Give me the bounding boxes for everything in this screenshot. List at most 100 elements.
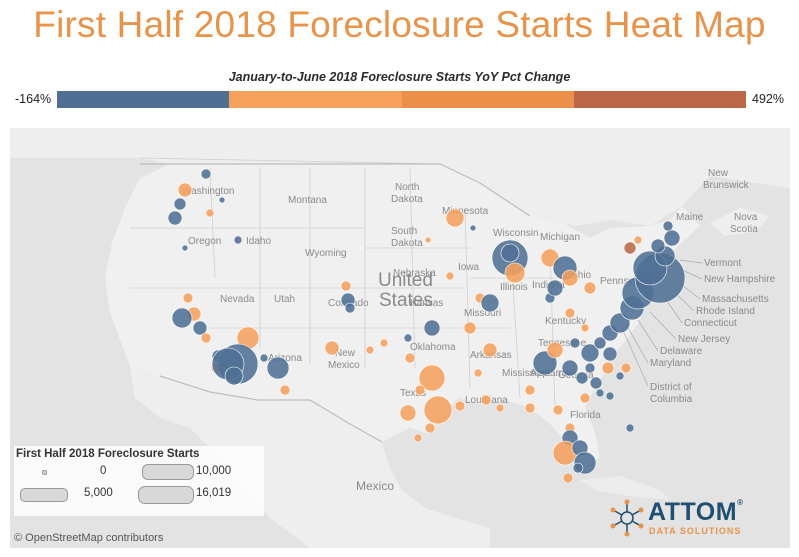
map-marker[interactable] [167, 210, 183, 226]
map-marker[interactable] [575, 371, 589, 385]
map-marker[interactable] [500, 243, 520, 263]
map-marker[interactable] [546, 279, 564, 297]
map-marker[interactable] [224, 366, 244, 386]
map-marker[interactable] [625, 423, 635, 433]
label-state-nevada: Nevada [220, 294, 255, 305]
map-marker[interactable] [445, 208, 465, 228]
us-canada-border [140, 163, 531, 217]
map-marker[interactable] [589, 376, 603, 390]
map-marker[interactable] [403, 333, 413, 343]
map-marker[interactable] [200, 332, 212, 344]
map-marker[interactable] [340, 280, 352, 292]
map-marker[interactable] [233, 235, 243, 245]
map-marker[interactable] [418, 364, 446, 392]
map-marker[interactable] [495, 403, 505, 413]
map-marker[interactable] [344, 302, 356, 314]
map-marker[interactable] [423, 395, 453, 425]
map-marker[interactable] [593, 336, 607, 350]
callout-maryland: Maryland [650, 358, 691, 369]
map-marker[interactable] [504, 262, 526, 284]
map-canvas[interactable]: Washington Oregon Idaho Montana Wyoming … [10, 128, 790, 548]
map-marker[interactable] [279, 384, 291, 396]
map-marker[interactable] [663, 229, 681, 247]
map-marker[interactable] [413, 433, 423, 443]
map-marker[interactable] [424, 422, 436, 434]
map-marker[interactable] [580, 343, 600, 363]
label-state-montana: Montana [288, 195, 327, 206]
map-marker[interactable] [404, 352, 416, 364]
map-marker[interactable] [365, 345, 375, 355]
map-marker[interactable] [173, 197, 187, 211]
mexico-land [130, 366, 490, 548]
map-marker[interactable] [546, 341, 564, 359]
map-marker[interactable] [569, 337, 581, 349]
map-marker[interactable] [463, 321, 477, 335]
map-marker[interactable] [580, 323, 590, 333]
map-marker[interactable] [200, 168, 212, 180]
map-marker[interactable] [602, 346, 618, 362]
map-marker[interactable] [259, 353, 269, 363]
label-state-kentucky: Kentucky [545, 316, 586, 327]
legend-size-swatch-1 [20, 488, 68, 502]
map-marker[interactable] [605, 391, 615, 401]
map-marker[interactable] [454, 400, 466, 412]
label-state-missouri: Missouri [464, 308, 501, 319]
map-marker[interactable] [615, 371, 625, 381]
color-scale-segment [229, 91, 402, 108]
map-marker[interactable] [266, 356, 290, 380]
map-marker[interactable] [399, 404, 417, 422]
map-attribution[interactable]: © OpenStreetMap contributors [14, 532, 164, 544]
map-marker[interactable] [552, 404, 564, 416]
map-marker[interactable] [473, 368, 483, 378]
map-svg[interactable]: Washington Oregon Idaho Montana Wyoming … [10, 128, 790, 548]
map-marker[interactable] [620, 362, 632, 374]
map-marker[interactable] [205, 208, 215, 218]
callout-dc-2: Columbia [650, 394, 693, 405]
label-state-florida: Florida [570, 410, 601, 421]
map-marker[interactable] [662, 220, 674, 232]
map-marker[interactable] [650, 238, 666, 254]
map-marker[interactable] [192, 320, 208, 336]
label-state-texas: Texas [400, 388, 426, 399]
map-marker[interactable] [324, 340, 340, 356]
map-marker[interactable] [524, 384, 536, 396]
map-marker[interactable] [524, 402, 536, 414]
label-state-wisconsin: Wisconsin [493, 228, 539, 239]
attom-logo: ATTOM® DATA SOLUTIONS [608, 496, 758, 544]
map-marker[interactable] [182, 292, 194, 304]
map-marker[interactable] [564, 307, 576, 319]
map-marker[interactable] [469, 224, 477, 232]
map-marker[interactable] [177, 182, 193, 198]
label-state-new-mexico-2: Mexico [328, 360, 360, 371]
map-marker[interactable] [633, 235, 643, 245]
map-marker[interactable] [561, 359, 579, 377]
map-marker[interactable] [379, 338, 389, 348]
map-marker[interactable] [414, 384, 426, 396]
map-marker[interactable] [595, 388, 605, 398]
label-canada-nova: Nova [734, 212, 758, 223]
map-marker[interactable] [572, 462, 584, 474]
map-marker[interactable] [480, 293, 500, 313]
map-marker[interactable] [171, 307, 193, 329]
map-marker[interactable] [583, 281, 597, 295]
map-marker[interactable] [579, 392, 591, 404]
map-marker[interactable] [423, 319, 441, 337]
legend-size-swatch-3 [138, 486, 194, 504]
map-marker[interactable] [623, 241, 637, 255]
logo-wordmark: ATTOM® [648, 498, 744, 526]
map-marker[interactable] [562, 472, 574, 484]
map-marker[interactable] [480, 394, 492, 406]
map-marker[interactable] [218, 196, 226, 204]
color-scale-title: January-to-June 2018 Foreclosure Starts … [228, 70, 571, 84]
label-canada-new-1: New [708, 168, 729, 179]
map-marker[interactable] [561, 269, 579, 287]
map-marker[interactable] [181, 244, 189, 252]
logo-tagline: DATA SOLUTIONS [649, 526, 742, 536]
callout-leader-lines [621, 259, 703, 387]
map-marker[interactable] [601, 361, 615, 375]
map-marker[interactable] [584, 362, 596, 374]
map-marker[interactable] [424, 236, 432, 244]
label-state-wyoming: Wyoming [305, 248, 347, 259]
map-marker[interactable] [482, 342, 498, 358]
map-marker[interactable] [445, 271, 455, 281]
